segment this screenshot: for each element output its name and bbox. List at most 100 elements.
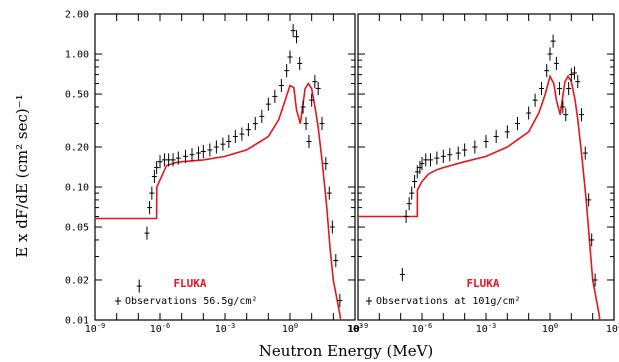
fluka-curve bbox=[358, 74, 601, 320]
observation-point bbox=[544, 64, 550, 78]
observation-point bbox=[412, 174, 418, 189]
observation-point bbox=[284, 64, 290, 78]
observation-point bbox=[571, 66, 577, 80]
observation-point bbox=[207, 143, 213, 157]
observation-point bbox=[136, 279, 142, 293]
observation-point bbox=[278, 78, 284, 93]
observation-point bbox=[287, 50, 293, 64]
observation-point bbox=[213, 140, 219, 154]
observation-point bbox=[161, 153, 167, 167]
y-tick-label: 0.10 bbox=[65, 183, 89, 194]
panels-group: 0.01 0.02 0.05 0.10 0.20 0.50 1.00 2.00 10-9 10-6… bbox=[65, 10, 619, 336]
observation-point bbox=[303, 117, 309, 131]
observation-point bbox=[157, 155, 163, 169]
observation-point bbox=[423, 153, 429, 167]
observation-point bbox=[399, 267, 405, 282]
observation-point bbox=[149, 186, 155, 200]
observation-point bbox=[147, 201, 153, 215]
y-tick-label: 1.00 bbox=[65, 50, 89, 61]
observation-point bbox=[196, 146, 202, 160]
observation-point bbox=[406, 197, 412, 211]
x-tick-label: 10-3 bbox=[215, 322, 235, 335]
observation-point bbox=[182, 149, 188, 163]
y-axis-title: E x dF/dE (cm² sec)⁻¹ bbox=[13, 94, 31, 257]
observation-point bbox=[323, 157, 329, 171]
observation-point bbox=[265, 97, 271, 111]
observation-point bbox=[493, 129, 499, 143]
observation-point bbox=[166, 153, 172, 167]
observation-point bbox=[575, 75, 581, 89]
observation-point bbox=[539, 82, 545, 96]
y-tick-label: 0.50 bbox=[65, 90, 89, 101]
observation-point bbox=[329, 220, 335, 234]
observation-point bbox=[315, 82, 321, 96]
tick-marks bbox=[94, 13, 356, 321]
x-tick-label: 100 bbox=[282, 322, 298, 335]
observation-point bbox=[550, 34, 556, 48]
y-tick-label: 0.02 bbox=[65, 275, 89, 286]
observation-point bbox=[300, 100, 306, 114]
legend-fluka-label: FLUKA bbox=[466, 277, 499, 290]
observation-series bbox=[399, 34, 598, 287]
observation-point bbox=[294, 30, 300, 44]
legend-observations-label: Observations 56.5g/cm² bbox=[125, 296, 257, 307]
observation-point bbox=[333, 253, 339, 268]
plot-frame bbox=[94, 13, 356, 321]
x-tick-label: 100 bbox=[542, 322, 558, 335]
y-tick-label: 2.00 bbox=[65, 10, 89, 21]
observation-point bbox=[586, 193, 592, 207]
chart-panel-2: 10-9 10-6 10-3 100 103 FLUKA Observations at 1… bbox=[348, 13, 619, 335]
observation-point bbox=[568, 68, 574, 82]
observation-point bbox=[170, 153, 176, 167]
legend-fluka-label: FLUKA bbox=[173, 277, 206, 290]
y-tick-label: 0.01 bbox=[65, 316, 89, 327]
observation-point bbox=[427, 153, 433, 167]
legend-observations: Observations 56.5g/cm² bbox=[115, 296, 257, 307]
observation-point bbox=[272, 89, 278, 103]
x-tick-label: 103 bbox=[606, 322, 619, 335]
observation-point bbox=[592, 273, 598, 287]
observation-point bbox=[504, 125, 510, 139]
x-tick-label: 10-6 bbox=[150, 322, 170, 335]
observation-point bbox=[200, 144, 206, 159]
observation-point bbox=[189, 148, 195, 162]
observation-point bbox=[447, 148, 453, 162]
observation-point bbox=[483, 134, 489, 149]
legend-observations-label: Observations at 101g/cm² bbox=[376, 296, 521, 307]
observation-point bbox=[175, 151, 181, 165]
observation-point bbox=[409, 186, 415, 200]
observation-point bbox=[306, 134, 312, 149]
observation-point bbox=[472, 140, 478, 154]
observation-point bbox=[239, 127, 245, 141]
observation-point bbox=[309, 93, 315, 107]
observation-point bbox=[440, 149, 446, 163]
observation-point bbox=[312, 75, 318, 89]
observation-point bbox=[526, 106, 532, 120]
observation-point bbox=[245, 123, 251, 137]
observation-point bbox=[557, 82, 563, 96]
observation-point bbox=[290, 24, 296, 38]
observation-point bbox=[455, 146, 461, 160]
plot-frame bbox=[357, 13, 615, 321]
observation-point bbox=[560, 100, 566, 114]
observation-point bbox=[547, 47, 553, 61]
observation-point bbox=[579, 108, 585, 122]
observation-point bbox=[154, 161, 160, 175]
legend-observations: Observations at 101g/cm² bbox=[366, 296, 521, 307]
observation-point bbox=[589, 233, 595, 247]
observation-point bbox=[532, 93, 538, 107]
observation-point bbox=[434, 151, 440, 165]
observation-point bbox=[259, 109, 265, 123]
observation-point bbox=[515, 117, 521, 131]
x-tick-label: 10-6 bbox=[412, 322, 432, 335]
x-tick-label: 10-9 bbox=[85, 322, 105, 335]
observation-point bbox=[319, 117, 325, 131]
y-tick-label: 0.05 bbox=[65, 223, 89, 234]
observation-point bbox=[144, 226, 150, 240]
observation-point bbox=[151, 169, 157, 184]
observation-point bbox=[337, 294, 343, 308]
observation-point bbox=[297, 56, 303, 70]
observation-point bbox=[582, 146, 588, 160]
observation-point bbox=[563, 108, 569, 122]
